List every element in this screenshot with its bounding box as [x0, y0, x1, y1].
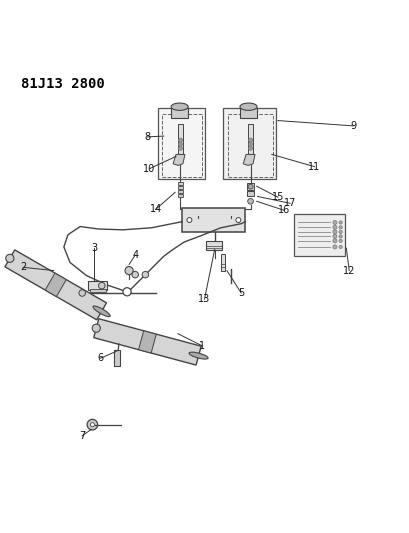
Circle shape [248, 198, 254, 204]
Circle shape [142, 271, 148, 278]
Circle shape [249, 146, 253, 150]
Bar [162, 114, 202, 177]
Text: 7: 7 [79, 431, 85, 441]
Circle shape [178, 146, 182, 150]
Circle shape [339, 221, 342, 224]
Circle shape [339, 239, 342, 243]
Circle shape [339, 230, 342, 233]
Circle shape [339, 226, 342, 229]
Bar [294, 214, 345, 256]
Circle shape [236, 217, 241, 222]
Polygon shape [243, 155, 255, 165]
Circle shape [87, 419, 98, 430]
Bar [247, 191, 254, 196]
Bar [206, 241, 222, 250]
Circle shape [187, 217, 192, 222]
Polygon shape [173, 155, 185, 165]
Ellipse shape [240, 103, 257, 110]
Circle shape [92, 324, 100, 332]
Text: 17: 17 [284, 198, 296, 208]
Ellipse shape [189, 352, 208, 359]
Circle shape [333, 230, 337, 234]
Circle shape [6, 254, 14, 262]
Text: 15: 15 [272, 192, 284, 202]
Bar [114, 350, 120, 366]
Circle shape [90, 423, 94, 427]
Text: 14: 14 [149, 205, 162, 214]
Circle shape [79, 290, 85, 296]
Bar [228, 114, 272, 177]
Polygon shape [139, 331, 156, 353]
Bar [240, 108, 257, 118]
Text: 16: 16 [278, 205, 290, 215]
Bar [248, 124, 253, 155]
Circle shape [248, 184, 253, 189]
Text: 13: 13 [198, 294, 211, 304]
Text: 12: 12 [343, 265, 355, 276]
Polygon shape [45, 273, 66, 296]
Text: 3: 3 [91, 243, 97, 253]
Text: 1: 1 [200, 341, 206, 351]
Circle shape [123, 288, 131, 296]
Circle shape [249, 142, 253, 146]
Text: 2: 2 [20, 262, 26, 272]
Bar [171, 108, 188, 118]
Text: 11: 11 [308, 161, 321, 172]
Bar [178, 190, 183, 193]
Bar [157, 108, 204, 179]
Ellipse shape [93, 306, 110, 317]
Circle shape [339, 245, 342, 248]
Circle shape [333, 225, 337, 229]
Circle shape [333, 221, 337, 224]
Bar [223, 108, 276, 179]
Circle shape [339, 235, 342, 238]
Polygon shape [5, 250, 106, 320]
Text: 10: 10 [143, 164, 155, 174]
Ellipse shape [171, 103, 188, 110]
Circle shape [249, 138, 253, 142]
Polygon shape [94, 319, 201, 365]
Bar [178, 182, 183, 185]
Text: 8: 8 [144, 132, 151, 142]
Text: 4: 4 [132, 250, 138, 260]
Bar [178, 186, 183, 189]
Bar [90, 288, 106, 292]
Circle shape [333, 239, 337, 243]
Bar [178, 194, 183, 197]
Circle shape [333, 245, 337, 249]
Bar [221, 254, 225, 271]
Text: 6: 6 [97, 353, 103, 363]
Bar [247, 183, 254, 190]
Bar [182, 208, 245, 232]
Circle shape [178, 142, 182, 146]
Circle shape [178, 138, 182, 142]
Bar [88, 281, 107, 290]
Circle shape [333, 235, 337, 238]
Circle shape [132, 271, 139, 278]
Text: 81J13 2800: 81J13 2800 [21, 77, 105, 91]
Text: 9: 9 [350, 121, 356, 131]
Circle shape [99, 282, 105, 289]
Text: 5: 5 [238, 288, 244, 298]
Circle shape [125, 266, 133, 274]
Bar [178, 124, 183, 155]
